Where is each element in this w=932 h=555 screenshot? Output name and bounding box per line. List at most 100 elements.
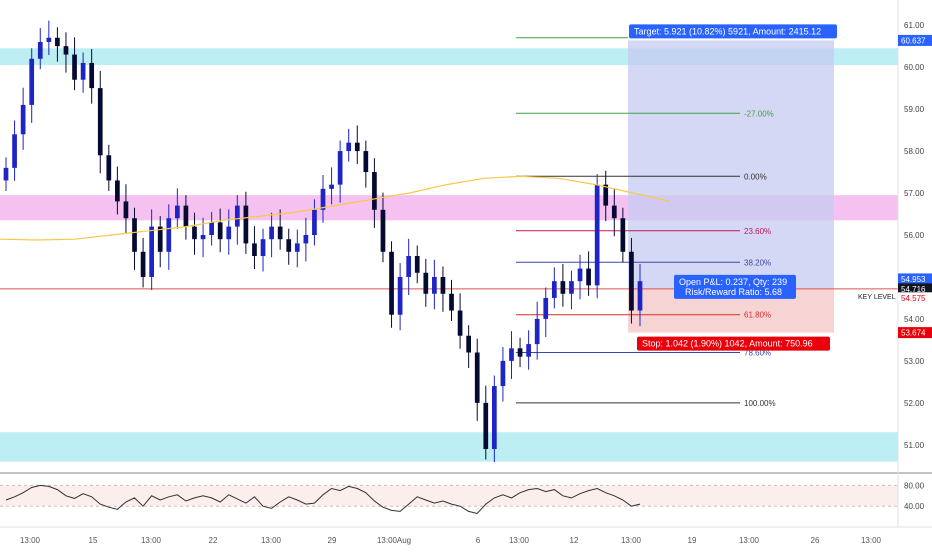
candle xyxy=(466,335,472,353)
fib-extension-label: -27.00% xyxy=(744,109,774,118)
rsi-tick-label: 40.00 xyxy=(904,502,925,511)
candle xyxy=(526,344,531,357)
candle xyxy=(517,348,523,357)
x-tick-label: 13:00 xyxy=(261,536,282,545)
candle xyxy=(449,293,454,311)
y-tick-label: 51.00 xyxy=(904,441,925,450)
candle xyxy=(577,268,583,282)
candle xyxy=(440,276,446,294)
stop-price-tag-2: 53.674 xyxy=(901,329,926,338)
candle xyxy=(72,54,77,80)
stop-label-bg xyxy=(637,336,830,351)
key-level-label: KEY LEVEL xyxy=(858,294,896,301)
x-tick-label: Aug xyxy=(397,536,411,545)
candle xyxy=(629,251,634,311)
candle xyxy=(406,255,412,277)
current-price-tag: 54.953 xyxy=(901,275,926,284)
x-tick-label: 13:00 xyxy=(141,536,162,545)
x-tick-label: 22 xyxy=(209,536,218,545)
candle xyxy=(637,281,643,311)
fib-label-4: 78.60% xyxy=(744,349,771,358)
x-tick-label: 13:00 xyxy=(509,536,530,545)
candle xyxy=(12,134,17,168)
x-tick-label: 13:00 xyxy=(861,536,882,545)
x-tick-label: 13:00 xyxy=(20,536,41,545)
candle xyxy=(594,184,600,286)
y-tick-label: 53.00 xyxy=(904,357,925,366)
candle xyxy=(200,235,206,240)
stop-price-tag-1: 54.575 xyxy=(901,294,926,303)
candle xyxy=(620,218,626,252)
candle xyxy=(457,310,463,336)
candle xyxy=(551,281,557,298)
target-label: Target: 5.921 (10.82%) 5921, Amount: 241… xyxy=(634,26,821,36)
target-zone xyxy=(628,40,834,289)
pnl-label-bg xyxy=(674,274,796,299)
candle xyxy=(252,243,257,256)
target-price-tag: 60.637 xyxy=(901,36,926,45)
candle xyxy=(286,239,292,252)
stop-price-tag-1-bg xyxy=(898,292,932,304)
pnl-label-line2: Risk/Reward Ratio: 5.68 xyxy=(685,287,782,297)
candle xyxy=(312,209,317,235)
x-tick-label: 13:00 xyxy=(377,536,398,545)
x-tick-label: 6 xyxy=(476,536,481,545)
current-price-tag-bg xyxy=(898,273,932,285)
candle xyxy=(294,243,300,252)
candle xyxy=(89,62,95,89)
candle xyxy=(20,104,26,135)
candle xyxy=(543,297,549,319)
candle xyxy=(115,180,120,202)
candle xyxy=(491,386,497,450)
candle xyxy=(140,251,146,277)
candle xyxy=(380,209,386,252)
candle xyxy=(509,348,514,361)
y-tick-label: 59.00 xyxy=(904,105,925,114)
candle xyxy=(80,62,86,80)
x-tick-label: 29 xyxy=(328,536,337,545)
candle xyxy=(414,255,420,273)
candle xyxy=(63,46,69,55)
y-tick-label: 60.00 xyxy=(904,63,925,72)
candle xyxy=(37,41,43,59)
candle xyxy=(209,222,214,235)
candle xyxy=(560,281,566,294)
candle xyxy=(46,37,52,42)
candle xyxy=(500,360,506,387)
x-tick-label: 13:00 xyxy=(739,536,760,545)
candle xyxy=(611,205,617,219)
candle xyxy=(329,184,334,189)
candle xyxy=(234,205,240,227)
candle xyxy=(397,276,403,315)
candle xyxy=(29,58,35,105)
candle xyxy=(603,184,609,206)
candle xyxy=(569,281,574,294)
candle xyxy=(474,352,480,403)
candle xyxy=(260,239,266,256)
y-tick-label: 57.00 xyxy=(904,189,925,198)
key-level-price-tag-bg xyxy=(898,283,932,295)
candle xyxy=(354,142,360,152)
candle xyxy=(320,188,326,210)
moving-average-line xyxy=(0,175,671,241)
candle xyxy=(269,226,274,240)
zone-3 xyxy=(0,432,898,462)
candle xyxy=(174,205,180,219)
candle xyxy=(363,151,369,173)
candle xyxy=(423,272,429,294)
candle xyxy=(586,268,591,286)
rsi-tick-label: 80.00 xyxy=(904,481,925,490)
candle xyxy=(192,226,197,240)
y-tick-label: 54.00 xyxy=(904,315,925,324)
candle xyxy=(183,205,189,227)
x-tick-label: 12 xyxy=(570,536,579,545)
candle xyxy=(226,226,232,240)
fib-label-1: 23.60% xyxy=(744,227,771,236)
x-tick-label: 26 xyxy=(811,536,820,545)
candle xyxy=(372,172,377,210)
fib-label-5: 100.00% xyxy=(744,399,776,408)
target-label-bg xyxy=(629,24,837,39)
fib-label-0: 0.00% xyxy=(744,172,767,181)
